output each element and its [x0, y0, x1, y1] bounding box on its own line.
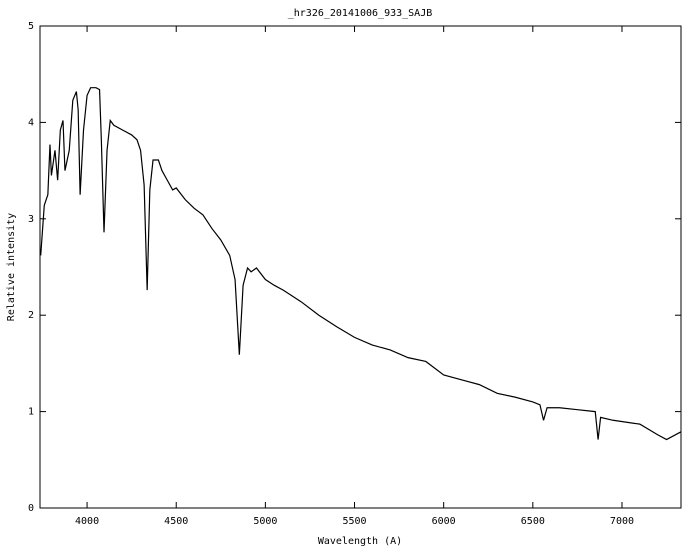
- spectrum-line: [40, 87, 682, 441]
- x-tick-label: 6000: [432, 516, 456, 527]
- y-tick-label: 3: [28, 214, 34, 225]
- y-tick-label: 0: [28, 503, 34, 514]
- y-axis-label: Relative intensity: [6, 213, 17, 321]
- x-tick-label: 4500: [164, 516, 188, 527]
- y-tick-label: 5: [28, 21, 34, 32]
- x-tick-label: 6500: [521, 516, 545, 527]
- plot-frame: [39, 25, 682, 509]
- y-tick-label: 4: [28, 117, 34, 128]
- x-tick-label: 5000: [253, 516, 277, 527]
- y-tick-label: 1: [28, 407, 34, 418]
- x-tick-label: 4000: [75, 516, 99, 527]
- y-tick-label: 2: [28, 310, 34, 321]
- x-tick-label: 7000: [610, 516, 634, 527]
- chart-title: _hr326_20141006_933_SAJB: [288, 8, 433, 19]
- x-axis-label: Wavelength (A): [318, 536, 402, 547]
- x-tick-label: 5500: [342, 516, 366, 527]
